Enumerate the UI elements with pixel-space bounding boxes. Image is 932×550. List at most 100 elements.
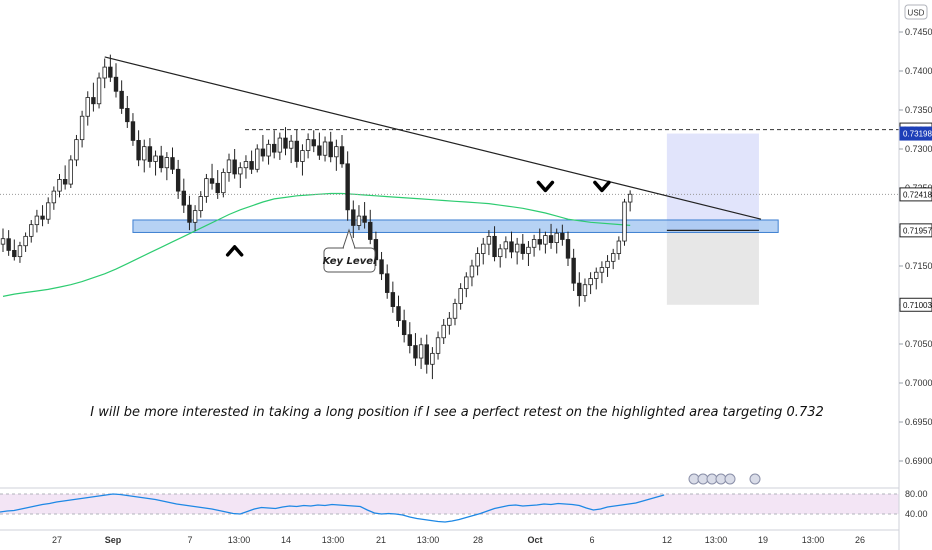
- candle-body: [91, 97, 96, 105]
- candle-body: [34, 215, 40, 226]
- candle-body: [503, 241, 509, 250]
- candle-body: [51, 190, 57, 204]
- candle-body: [594, 271, 599, 279]
- time-tick-label: 28: [473, 535, 483, 545]
- candle-body: [68, 159, 73, 185]
- candle-body: [339, 146, 345, 165]
- candle-body: [447, 317, 452, 326]
- rsi-level-label: 80.00: [905, 489, 928, 499]
- candle-body: [441, 324, 446, 339]
- candle-body: [424, 344, 429, 365]
- candle-body: [554, 232, 559, 244]
- candle-body: [571, 257, 576, 284]
- candle-body: [136, 140, 141, 161]
- candle-body: [565, 239, 571, 259]
- candle-body: [582, 284, 588, 297]
- candle-body: [17, 245, 23, 258]
- candle-body: [130, 121, 136, 141]
- candle-body: [181, 190, 186, 206]
- key-level-label: Key Level: [323, 256, 377, 267]
- candle-body: [334, 146, 339, 158]
- candle-body: [175, 168, 181, 192]
- candle-body: [537, 239, 542, 245]
- candle-body: [401, 320, 407, 336]
- candle-body: [362, 215, 367, 223]
- candle-body: [147, 146, 153, 162]
- candle-body: [322, 141, 328, 156]
- candle-body: [283, 137, 288, 149]
- candle-body: [221, 171, 226, 194]
- price-tag-label: 0.71957: [903, 226, 932, 235]
- candle-body: [209, 178, 215, 184]
- time-tick-label: 13:00: [228, 535, 251, 545]
- candle-body: [79, 115, 85, 141]
- candle-body: [102, 66, 107, 79]
- candle-body: [153, 155, 158, 162]
- candle-body: [492, 235, 497, 258]
- pivot-chevron-up: [225, 245, 244, 257]
- candle-body: [96, 77, 102, 105]
- candle-body: [345, 163, 350, 211]
- pivot-chevron-down: [593, 180, 611, 193]
- time-tick-label: 13:00: [417, 535, 440, 545]
- candle-body: [249, 161, 254, 170]
- economic-event-icons[interactable]: [688, 473, 761, 485]
- candle-body: [226, 159, 232, 173]
- candle-body: [23, 235, 28, 247]
- time-tick-label: 19: [758, 535, 768, 545]
- trendline: [104, 56, 762, 220]
- candle-body: [266, 143, 271, 157]
- candle-body: [255, 148, 260, 170]
- candle-body: [288, 140, 294, 149]
- time-tick-label: 7: [187, 535, 192, 545]
- candle-body: [170, 157, 175, 170]
- candle-body: [294, 140, 299, 162]
- candle-body: [243, 161, 249, 169]
- time-tick-label: 6: [589, 535, 594, 545]
- event-icon[interactable]: [749, 473, 761, 485]
- candle-body: [548, 235, 554, 244]
- candle-body: [390, 292, 396, 307]
- candle-body: [119, 90, 124, 109]
- event-icon[interactable]: [724, 473, 736, 485]
- candle-body: [599, 267, 605, 273]
- candle-body: [12, 249, 17, 258]
- price-tag: [899, 126, 932, 141]
- currency-label: USD: [908, 9, 925, 18]
- candle-body: [29, 224, 34, 237]
- candle-body: [368, 221, 373, 240]
- time-tick-label: 26: [855, 535, 865, 545]
- candle-body: [475, 253, 480, 267]
- candle-body: [605, 260, 610, 268]
- candle-body: [458, 288, 463, 304]
- candle-body: [311, 139, 316, 147]
- candle-body: [108, 66, 113, 78]
- candle-body: [164, 157, 170, 169]
- time-tick-label: Oct: [527, 535, 542, 545]
- candle-body: [520, 243, 525, 254]
- candle-body: [452, 303, 458, 319]
- time-tick-label: Sep: [105, 535, 122, 545]
- candle-body: [514, 243, 520, 253]
- candle-body: [277, 137, 283, 153]
- price-tag-label: 0.73198: [903, 130, 932, 139]
- candle-body: [622, 201, 627, 242]
- price-tag: [899, 187, 932, 202]
- time-tick-label: 14: [281, 535, 291, 545]
- pivot-chevron-down: [536, 180, 555, 193]
- target-zone: [666, 133, 759, 231]
- time-tick-label: 27: [52, 535, 62, 545]
- currency-badge[interactable]: [904, 4, 928, 20]
- candle-body: [85, 97, 90, 117]
- price-tag: [899, 297, 932, 312]
- annotation-text: I will be more interested in taking a lo…: [90, 405, 824, 420]
- candle-body: [356, 215, 362, 226]
- stop-zone: [666, 230, 759, 305]
